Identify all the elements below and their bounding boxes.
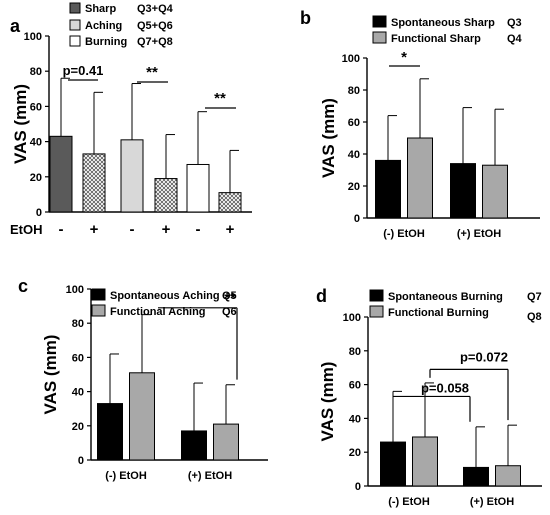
etoh-sign: - (196, 221, 201, 238)
legend-q-label: Q3+Q4 (137, 3, 174, 15)
legend-label: Functional Sharp (391, 33, 481, 45)
y-tick-label: 100 (343, 312, 361, 324)
legend-swatch (372, 15, 387, 28)
bar (154, 178, 178, 213)
legend-label: Spontaneous Sharp (391, 17, 495, 29)
legend-swatch (69, 19, 81, 31)
y-tick-label: 20 (30, 172, 42, 184)
etoh-sign: + (90, 221, 99, 238)
legend-swatch (372, 31, 387, 44)
y-tick-label: 0 (354, 213, 360, 225)
legend-q-label: Q6 (222, 306, 237, 318)
y-tick-label: 60 (30, 101, 42, 113)
y-tick-label: 0 (78, 455, 84, 467)
etoh-sign: + (226, 221, 235, 238)
legend-label: Functional Burning (388, 307, 489, 319)
y-tick-label: 80 (349, 346, 361, 358)
x-category-label: (-) EtOH (388, 496, 430, 508)
x-category-label: (+) EtOH (188, 470, 232, 482)
legend-label: Sharp (85, 3, 116, 15)
y-tick-label: 80 (30, 66, 42, 78)
x-category-label: (-) EtOH (105, 470, 147, 482)
legend-q-label: Q7+Q8 (137, 36, 173, 48)
bar (412, 436, 438, 487)
x-category-label: (-) EtOH (383, 228, 425, 240)
bar (120, 139, 144, 213)
y-axis-title: VAS (mm) (318, 362, 337, 442)
y-axis-title: VAS (mm) (11, 84, 30, 164)
bar (218, 192, 242, 213)
bar (181, 430, 207, 461)
legend-label: Functional Aching (110, 306, 206, 318)
legend-q-label: Q5+Q6 (137, 20, 173, 32)
legend-swatch (91, 288, 106, 301)
legend-label: Spontaneous Aching (110, 290, 220, 302)
legend-q-label: Q4 (507, 33, 523, 45)
bar (186, 163, 210, 213)
legend-label: Aching (85, 20, 122, 32)
significance-stars: ** (146, 64, 158, 81)
y-tick-label: 80 (348, 85, 360, 97)
y-tick-label: 80 (72, 318, 84, 330)
etoh-sign: - (59, 221, 64, 238)
y-axis-title: VAS (mm) (319, 98, 338, 178)
y-tick-label: 0 (355, 481, 361, 493)
bar (97, 403, 123, 461)
significance-stars: ** (224, 290, 236, 307)
y-tick-label: 100 (66, 284, 84, 296)
bar (380, 441, 406, 487)
y-tick-label: 20 (348, 181, 360, 193)
y-tick-label: 0 (36, 207, 42, 219)
bar (463, 466, 489, 487)
significance-stars: * (401, 49, 407, 66)
panel-label-c: c (18, 276, 28, 296)
legend-q-label: Q7 (527, 291, 542, 303)
legend-q-label: Q3 (507, 17, 522, 29)
x-axis-title: EtOH (10, 222, 43, 237)
y-tick-label: 100 (342, 53, 360, 65)
y-tick-label: 20 (72, 421, 84, 433)
legend-label: Spontaneous Burning (388, 291, 503, 303)
bar (49, 135, 73, 213)
bar (495, 465, 521, 487)
bar (407, 137, 433, 219)
bar (450, 163, 476, 219)
legend-q-label: Q5 (222, 290, 237, 302)
y-tick-label: 40 (349, 413, 361, 425)
p-value: p=0.41 (63, 63, 104, 78)
bar (482, 164, 508, 219)
x-category-label: (+) EtOH (457, 228, 501, 240)
legend-swatch (369, 305, 384, 318)
bar (129, 372, 155, 461)
x-category-label: (+) EtOH (470, 496, 514, 508)
bar (82, 153, 106, 213)
legend-swatch (91, 304, 106, 317)
y-tick-label: 60 (349, 380, 361, 392)
y-tick-label: 40 (348, 149, 360, 161)
y-tick-label: 60 (348, 117, 360, 129)
significance-stars: ** (214, 90, 226, 107)
legend-label: Burning (85, 36, 127, 48)
etoh-sign: + (162, 221, 171, 238)
legend-q-label: Q8 (527, 311, 542, 323)
panel-label-a: a (10, 16, 21, 36)
bar (375, 159, 401, 219)
bar (213, 423, 239, 461)
panel-label-d: d (316, 286, 327, 306)
p-value: p=0.072 (460, 349, 508, 364)
y-tick-label: 100 (24, 31, 42, 43)
y-axis-title: VAS (mm) (41, 335, 60, 415)
legend-swatch (69, 2, 81, 14)
y-tick-label: 40 (30, 137, 42, 149)
etoh-sign: - (130, 221, 135, 238)
legend-swatch (369, 289, 384, 302)
panel-label-b: b (300, 8, 311, 28)
y-tick-label: 20 (349, 447, 361, 459)
y-tick-label: 60 (72, 352, 84, 364)
y-tick-label: 40 (72, 387, 84, 399)
legend-swatch (69, 35, 81, 47)
p-value: p=0.058 (421, 380, 469, 395)
